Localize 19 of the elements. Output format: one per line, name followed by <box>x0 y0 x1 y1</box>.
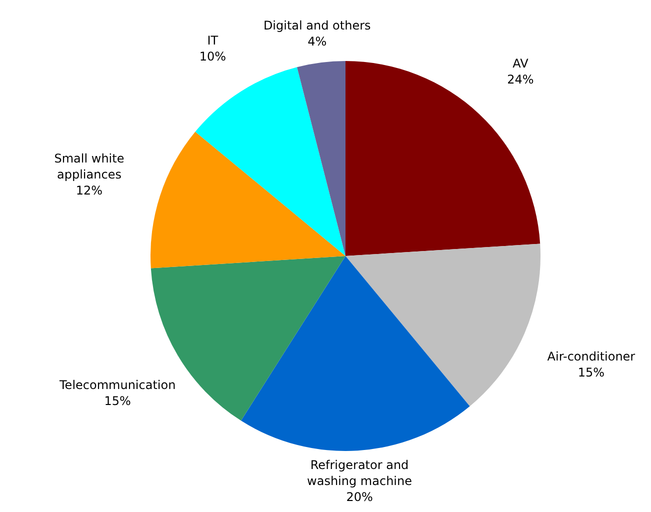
pie-slice <box>346 244 540 406</box>
data-label: 10% <box>199 50 226 64</box>
slice-label: AV <box>512 56 530 71</box>
data-label: 12% <box>76 184 103 198</box>
slice-label: Refrigerator and washing machine <box>307 458 412 488</box>
pie-slice <box>195 67 346 256</box>
data-label: 24% <box>507 72 534 87</box>
data-label: 15% <box>104 394 131 408</box>
slice-label: IT <box>207 34 219 48</box>
slice-label: Digital and others <box>263 18 371 32</box>
data-label: 20% <box>346 490 373 504</box>
data-label: 15% <box>578 365 605 380</box>
data-label: 4% <box>308 34 327 48</box>
slice-label: Small white appliances <box>54 152 124 182</box>
pie-slice <box>241 256 470 451</box>
pie-slice <box>297 61 346 256</box>
slice-label: Air-conditioner <box>547 349 636 364</box>
slice-label: Telecommunication <box>58 378 176 392</box>
pie-slice <box>150 132 346 268</box>
